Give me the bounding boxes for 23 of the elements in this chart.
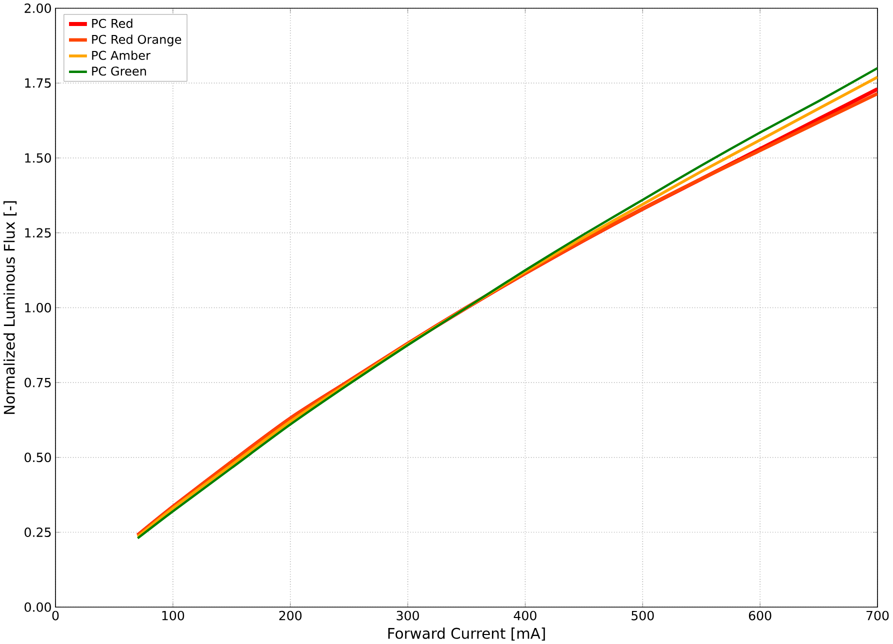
legend-label: PC Green <box>92 66 146 76</box>
x-tick-label: 100 <box>162 610 184 620</box>
x-axis-title: Forward Current [mA] <box>388 627 545 641</box>
x-tick-label: 500 <box>632 610 654 620</box>
y-tick-label: 0.00 <box>24 602 51 612</box>
legend-label: PC Red <box>92 18 132 28</box>
y-tick-label: 0.25 <box>24 527 51 537</box>
x-tick-label: 600 <box>748 610 772 620</box>
y-tick-label: 0.75 <box>24 378 51 388</box>
legend-label: PC Amber <box>92 50 150 60</box>
y-axis-title: Normalized Luminous Flux [-] <box>4 201 17 414</box>
x-tick-label: 300 <box>396 610 419 620</box>
x-tick-label: 200 <box>279 610 302 620</box>
x-tick-label: 400 <box>514 610 536 620</box>
x-tick-label: 700 <box>866 610 889 620</box>
legend-label: PC Red Orange <box>92 34 182 46</box>
x-tick-label: 0 <box>52 610 59 620</box>
y-tick-label: 1.00 <box>25 302 51 312</box>
y-tick-label: 1.75 <box>25 78 51 88</box>
y-tick-label: 1.25 <box>25 228 51 238</box>
y-tick-label: 1.50 <box>25 153 51 163</box>
y-tick-label: 0.50 <box>24 452 51 462</box>
y-tick-label: 2.00 <box>24 3 51 13</box>
